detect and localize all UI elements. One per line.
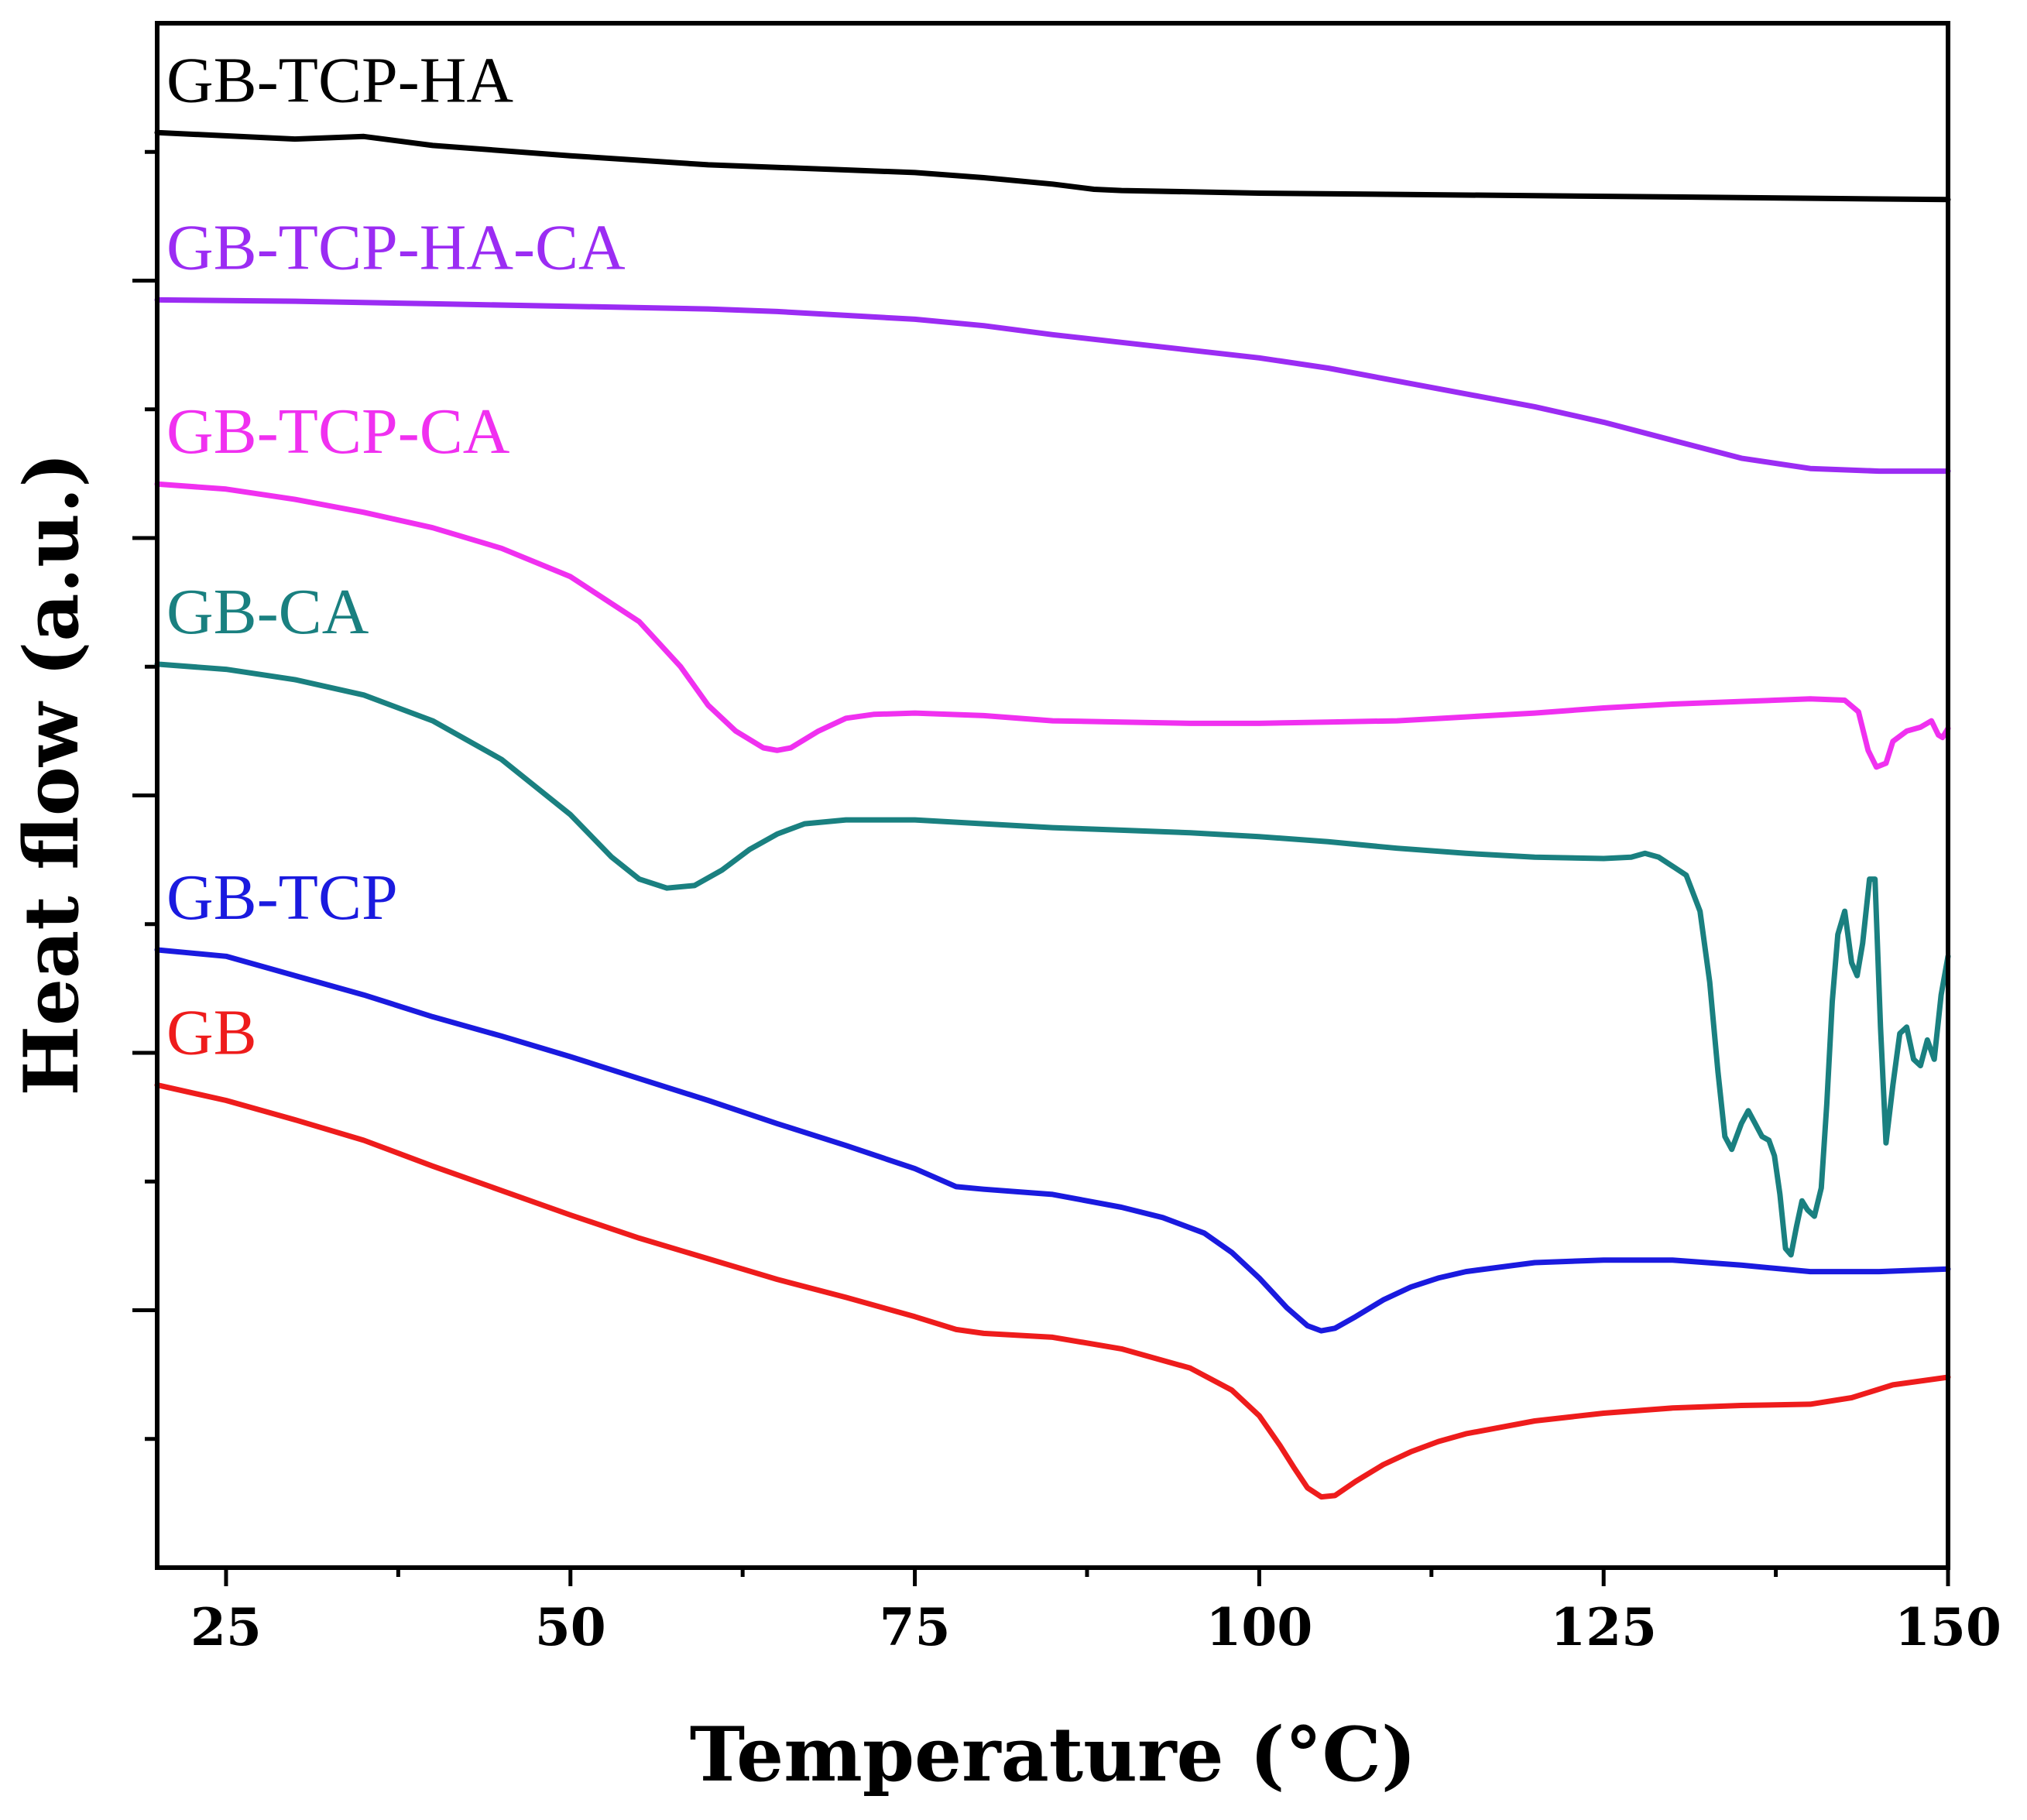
series-label-gb: GB xyxy=(166,997,257,1069)
y-axis-ticks xyxy=(132,149,157,1441)
x-tick-label: 50 xyxy=(535,1597,606,1657)
y-axis-title: Heat flow (a.u.) xyxy=(8,452,95,1095)
series-lines xyxy=(154,129,1951,1500)
series-label-gb-tcp-ha-ca: GB-TCP-HA-CA xyxy=(166,211,626,283)
series-labels: GB-TCP-HA GB-TCP-HA-CA GB-TCP-CA GB-CA GB-TC… xyxy=(166,44,626,1068)
x-tick-label: 25 xyxy=(190,1597,262,1657)
series-line-gb-ca xyxy=(154,661,1951,1258)
x-tick-label: 125 xyxy=(1550,1597,1657,1657)
plot-frame xyxy=(155,21,1950,1570)
series-label-gb-ca: GB-CA xyxy=(166,576,369,648)
x-axis-title: Temperature (°C) xyxy=(690,1711,1417,1798)
x-tick-label: 150 xyxy=(1895,1597,2001,1657)
x-axis-ticks xyxy=(224,1568,1950,1586)
series-line-gb-tcp-ha xyxy=(154,129,1951,203)
series-label-gb-tcp-ha: GB-TCP-HA xyxy=(166,44,513,116)
series-line-gb-tcp-ha-ca xyxy=(154,296,1951,475)
x-tick-label: 100 xyxy=(1206,1597,1312,1657)
series-line-gb-tcp-ca xyxy=(154,481,1951,770)
series-label-gb-tcp: GB-TCP xyxy=(166,862,398,934)
series-label-gb-tcp-ca: GB-TCP-CA xyxy=(166,396,510,468)
x-tick-label: 75 xyxy=(880,1597,951,1657)
x-axis-tick-labels: 25 50 75 100 125 150 xyxy=(190,1597,2001,1657)
series-line-gb xyxy=(154,1082,1951,1500)
series-line-gb-tcp xyxy=(154,947,1951,1334)
